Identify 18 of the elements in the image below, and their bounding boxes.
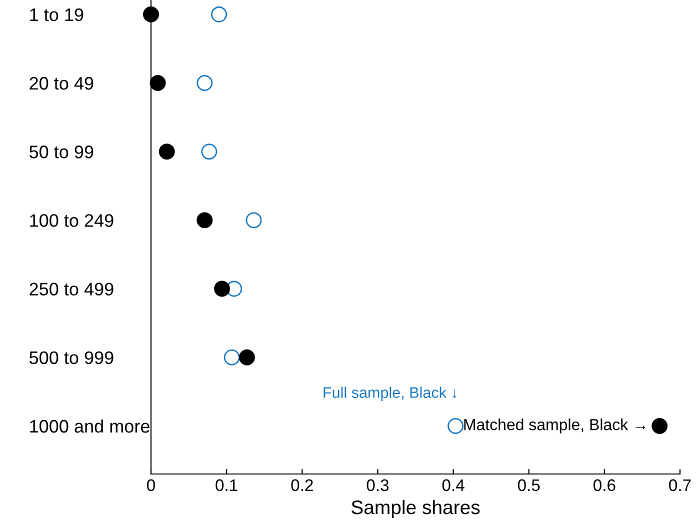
- x-tick-label: 0.7: [669, 479, 691, 492]
- x-tick-label: 0.3: [366, 479, 389, 492]
- x-axis-title: Sample shares: [352, 500, 480, 518]
- y-tick-label: 1000 and more: [30, 419, 150, 433]
- x-tick-label: 0.1: [216, 479, 238, 492]
- series-label: Matched sample, Black →: [464, 418, 646, 434]
- y-tick-label: 1 to 19: [30, 8, 84, 22]
- series-label: Full sample, Black ↓: [324, 386, 456, 401]
- x-tick-label: 0: [147, 479, 155, 492]
- x-tick-label: 0.2: [291, 479, 313, 492]
- x-tick-label: 0.5: [518, 479, 540, 492]
- x-tick-label: 0.4: [442, 479, 464, 492]
- y-tick-label: 100 to 249: [30, 214, 114, 227]
- y-tick-label: 500 to 999: [30, 351, 114, 364]
- y-tick-label: 250 to 499: [30, 282, 114, 296]
- y-tick-label: 20 to 49: [30, 76, 94, 90]
- y-tick-label: 50 to 99: [30, 146, 94, 158]
- x-tick-label: 0.6: [593, 479, 616, 492]
